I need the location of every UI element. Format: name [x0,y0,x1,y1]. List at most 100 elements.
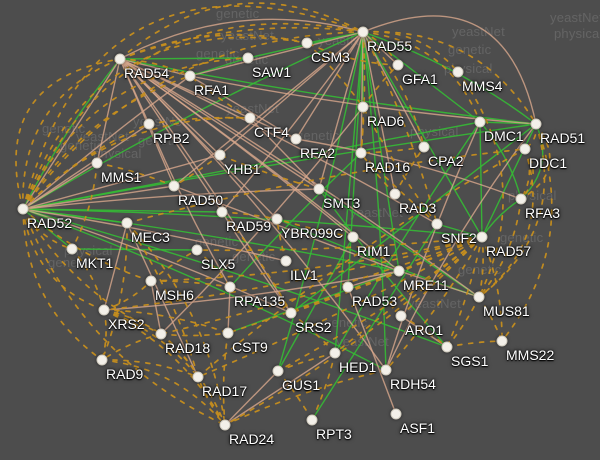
node-dot-ctf4[interactable] [244,112,256,124]
edge-yeastnet-rad55-rad57 [362,31,483,238]
edge-genetic-rad55-snf2 [362,31,438,225]
node-dot-mms22[interactable] [496,335,508,347]
node-dot-rdh54[interactable] [380,364,392,376]
node-dot-asf1[interactable] [390,408,402,420]
edge-physical-rad55-smt3 [318,31,364,190]
node-dot-ilv1[interactable] [280,255,292,267]
node-dot-rad57[interactable] [476,231,488,243]
edge-genetic-rad52-csm3 [22,36,308,210]
node-dot-mec3[interactable] [121,217,133,229]
edge-physical-rad55-rfa1 [189,31,364,77]
node-dot-csm3[interactable] [301,37,313,49]
node-dot-rad54[interactable] [114,53,126,65]
node-dot-rad55[interactable] [357,26,369,38]
node-dot-gfa1[interactable] [392,59,404,71]
node-dot-rad16[interactable] [355,147,367,159]
node-dot-rad53[interactable] [342,281,354,293]
edge-genetic-rad59-srs2 [221,211,292,314]
node-dot-smt3[interactable] [313,183,325,195]
edge-physical-rad52-rfa1 [22,75,191,210]
edge-genetic-yhb1-rad50 [173,154,221,187]
edge-physical-rfa1-rfa2 [189,75,297,140]
edge-genetic-rfa3-mus81 [478,198,522,298]
edge-genetic-rad52-saw1 [22,57,249,210]
node-dot-mre11[interactable] [393,265,405,277]
node-dot-rpt3[interactable] [306,414,318,426]
node-dot-rad52[interactable] [17,203,29,215]
edge-genetic-rad57-hed1 [334,236,483,354]
edge-genetic-rad57-rad18 [160,236,483,335]
node-dot-rfa1[interactable] [184,70,196,82]
edge-genetic-mec3-ddc1 [126,148,526,224]
node-dot-ddc1[interactable] [519,143,531,155]
edge-yeastnet-rad51-rad57 [481,123,537,238]
edge-genetic-snf2-rad16 [360,152,438,225]
node-dot-rad3[interactable] [389,188,401,200]
edge-physical-rdh54-dmc1 [385,121,481,371]
node-dot-rad50[interactable] [168,180,180,192]
node-dot-dmc1[interactable] [474,116,486,128]
edge-genetic-rad57-aro1 [400,236,483,317]
edge-physical-mre11-mus81 [398,270,480,298]
edge-genetic-gfa1-csm3 [306,42,399,66]
node-dot-snf2[interactable] [431,218,443,230]
edge-genetic-rad52-rpb2 [22,123,150,210]
edge-physical-rad55-rad3 [362,31,396,195]
node-dot-mus81[interactable] [473,291,485,303]
node-dot-rpa135[interactable] [224,281,236,293]
edge-genetic-cpa2-rad16 [360,146,425,154]
node-dot-gus1[interactable] [272,365,284,377]
edge-genetic-rad9-rad24 [101,359,226,426]
edge-yeastnet-rad52-rad59 [22,208,223,213]
edge-physical-rad54-snf2 [119,58,438,225]
edge-physical-rad54-srs2 [119,58,292,314]
node-dot-rad6[interactable] [357,101,369,113]
node-dot-rad51[interactable] [530,118,542,130]
edge-genetic-rad54-rad55 [119,26,364,60]
edge-physical-rad17-mec3 [126,222,199,378]
edge-physical-rpa135-rpb2 [148,123,231,288]
node-dot-rad24[interactable] [219,419,231,431]
node-dot-hed1[interactable] [329,347,341,359]
edge-physical-rad6-rad18 [160,106,364,335]
node-dot-slx5[interactable] [191,244,203,256]
edge-genetic-rad52-xrs2 [22,208,105,311]
node-dot-rfa2[interactable] [290,133,302,145]
edge-physical-rad54-rad55 [119,18,364,60]
node-dot-yhb1[interactable] [214,149,226,161]
node-dot-cst9[interactable] [222,327,234,339]
edge-genetic-rad52-rad55 [22,5,364,210]
edge-genetic-rad57-slx5 [196,236,483,252]
node-dot-xrs2[interactable] [98,304,110,316]
edge-genetic-rad24-rdh54 [224,369,387,426]
edge-genetic-rad55-rad51 [362,30,537,125]
edge-genetic-ctf4-rfa1 [189,75,251,119]
edge-yeastnet-rpa135-rad16 [229,152,362,288]
node-dot-aro1[interactable] [395,310,407,322]
node-dot-rad59[interactable] [216,206,228,218]
edge-yeastnet-rad52-sgs1 [22,208,448,348]
node-dot-mms1[interactable] [91,157,103,169]
node-dot-rad18[interactable] [155,328,167,340]
edge-yeastnet-rad52-rad57 [22,208,483,238]
node-dot-mms4[interactable] [452,66,464,78]
node-dot-rpb2[interactable] [143,118,155,130]
node-dot-cpa2[interactable] [418,141,430,153]
node-dot-ybr099c[interactable] [271,213,283,225]
node-dot-sgs1[interactable] [441,341,453,353]
node-dot-rim1[interactable] [347,231,359,243]
edge-physical-rad52-yhb1 [22,154,221,210]
node-dot-rad17[interactable] [192,371,204,383]
node-dot-saw1[interactable] [242,52,254,64]
edge-genetic-csm3-rad6 [306,42,364,108]
edge-physical-ctf4-smt3 [249,117,320,190]
node-dot-msh6[interactable] [145,275,157,287]
node-dot-mkt1[interactable] [66,243,78,255]
edge-genetic-rad52-rfa1 [22,75,191,210]
edge-genetic-rad52-rad9 [22,208,103,361]
node-dot-rad9[interactable] [96,354,108,366]
edge-genetic-rad18-rad9 [101,333,162,361]
node-dot-srs2[interactable] [285,307,297,319]
edge-physical-ctf4-rfa2 [249,117,297,140]
node-dot-rfa3[interactable] [515,193,527,205]
